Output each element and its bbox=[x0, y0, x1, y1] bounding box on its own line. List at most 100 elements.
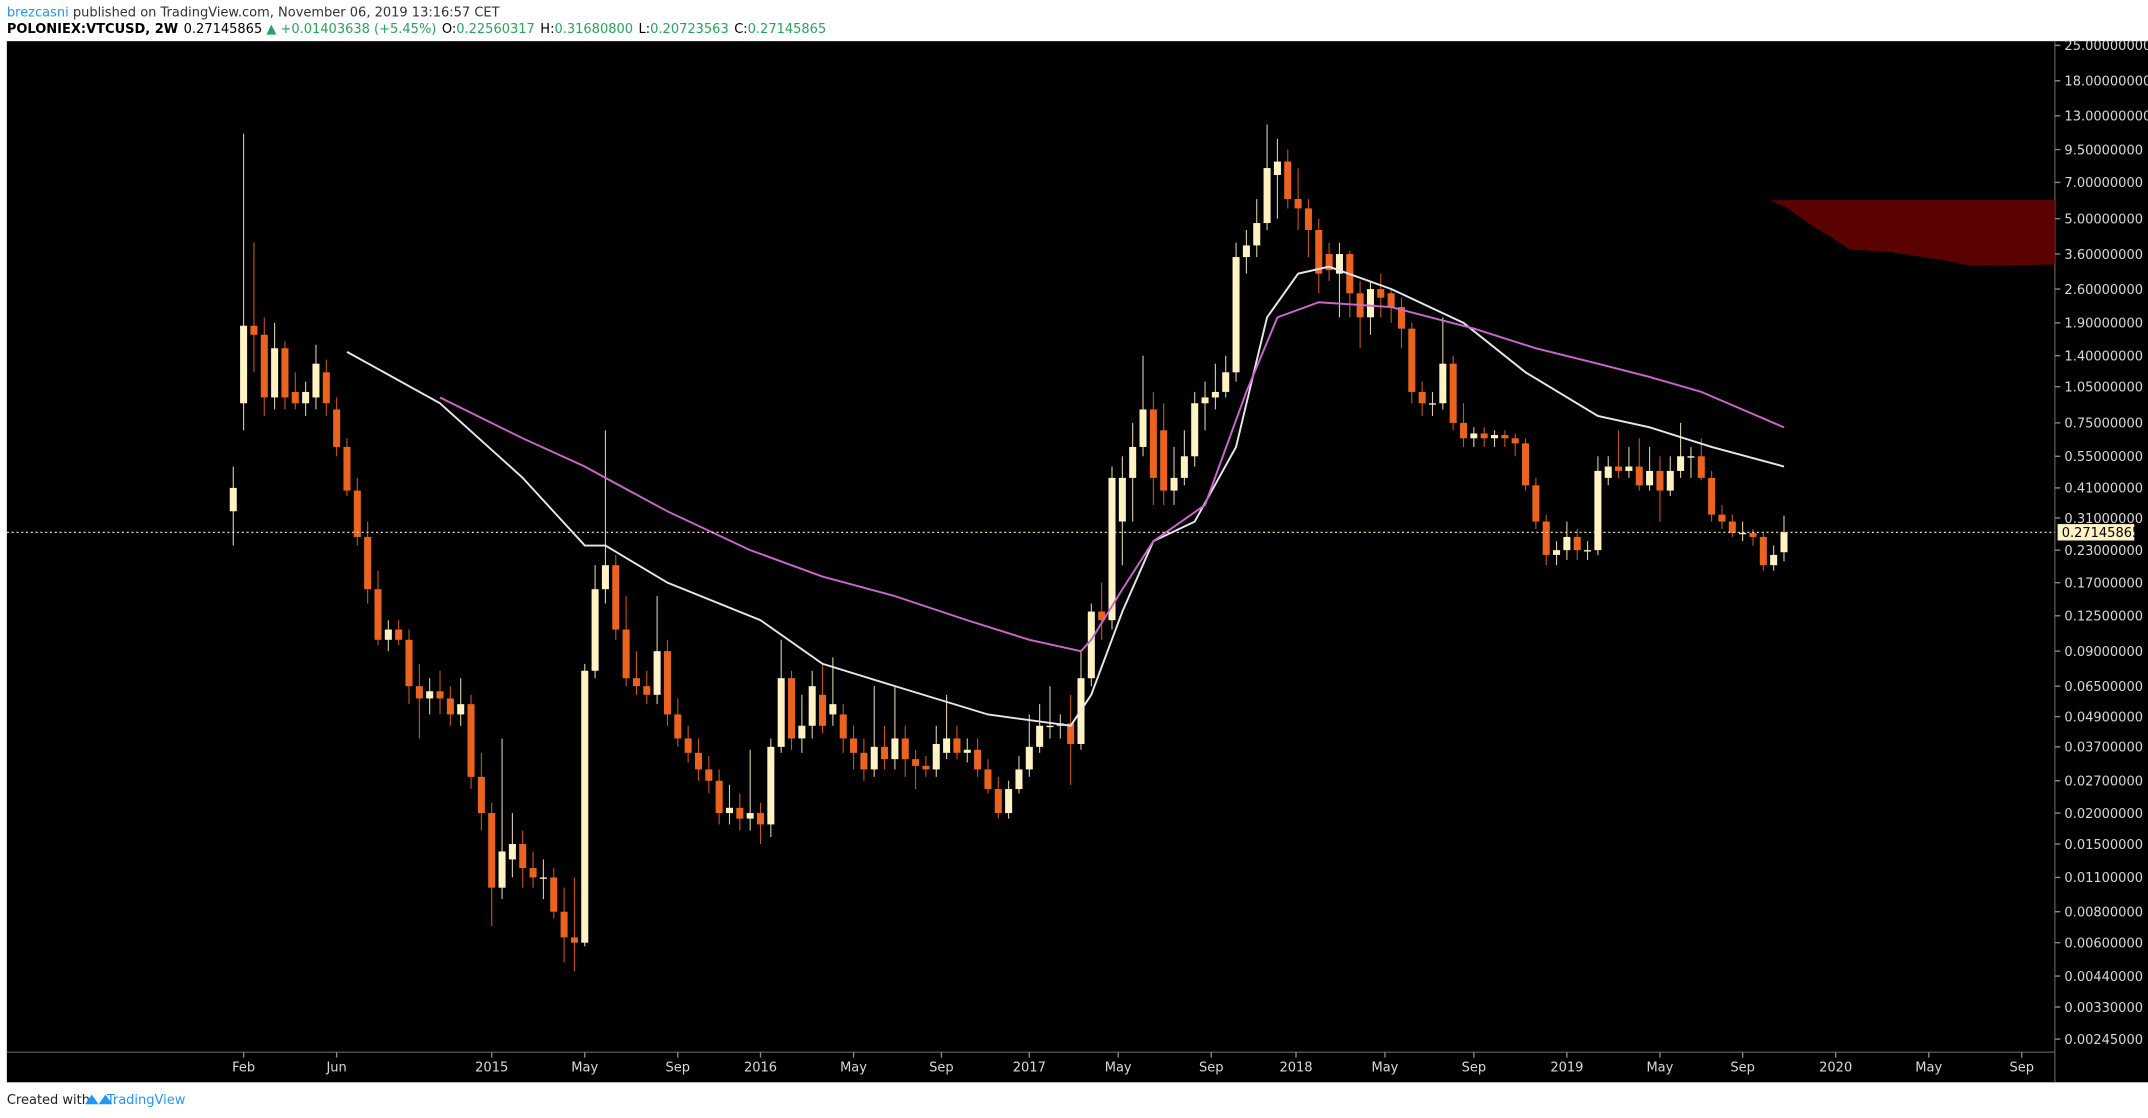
candle-body bbox=[1749, 532, 1757, 537]
candle-body bbox=[1449, 363, 1457, 423]
y-tick-label: 3.60000000 bbox=[2064, 248, 2143, 263]
x-tick-label: 2017 bbox=[1013, 1060, 1046, 1075]
candle-body bbox=[1759, 536, 1767, 566]
y-tick-label: 1.90000000 bbox=[2064, 317, 2143, 332]
candle-body bbox=[1501, 435, 1509, 439]
candle-body bbox=[374, 589, 382, 640]
candle-body bbox=[694, 752, 702, 770]
candle-body bbox=[1242, 245, 1250, 258]
ohlc-value: 0.27145865 bbox=[748, 22, 827, 37]
candle-body bbox=[436, 691, 444, 699]
candle-body bbox=[1315, 230, 1323, 274]
candle-body bbox=[570, 937, 578, 943]
candle-body bbox=[1697, 456, 1705, 478]
y-tick-label: 0.06500000 bbox=[2064, 680, 2143, 695]
candle-body bbox=[1542, 521, 1550, 555]
arrow: ▲ bbox=[266, 22, 276, 37]
x-tick-label: May bbox=[1105, 1060, 1132, 1075]
candle-body bbox=[508, 844, 516, 860]
candle-body bbox=[1397, 307, 1405, 329]
candle-body bbox=[746, 813, 754, 819]
candle-body bbox=[322, 372, 330, 404]
candle-body bbox=[1604, 466, 1612, 478]
candle-body bbox=[364, 536, 372, 590]
y-tick-label: 7.00000000 bbox=[2064, 176, 2143, 191]
candle-body bbox=[529, 868, 537, 878]
x-tick-label: Sep bbox=[666, 1060, 691, 1075]
candle-body bbox=[550, 877, 558, 912]
candle-body bbox=[901, 738, 909, 760]
candle-body bbox=[1470, 433, 1478, 439]
y-tick-label: 9.50000000 bbox=[2064, 143, 2143, 158]
candle-body bbox=[467, 704, 475, 777]
candle-body bbox=[1625, 466, 1633, 471]
candle-body bbox=[426, 691, 434, 699]
brand[interactable]: TradingView bbox=[106, 1093, 186, 1108]
ohlc-value: 0.20723563 bbox=[650, 22, 729, 37]
moving-average bbox=[346, 265, 1785, 727]
header-line-1: brezcasni published on TradingView.com, N… bbox=[7, 6, 500, 21]
candle-body bbox=[643, 686, 651, 695]
candle-body bbox=[1098, 611, 1106, 621]
x-tick-label: Sep bbox=[1462, 1060, 1487, 1075]
candle-body bbox=[1615, 466, 1623, 471]
logo[interactable] bbox=[84, 1094, 113, 1105]
candle-body bbox=[870, 746, 878, 770]
candle-body bbox=[312, 363, 320, 398]
y-tick-label: 0.00600000 bbox=[2064, 936, 2143, 951]
candle-body bbox=[1036, 725, 1044, 747]
candle-body bbox=[974, 749, 982, 770]
candle-body bbox=[663, 651, 671, 715]
candle-body bbox=[1739, 532, 1747, 535]
author[interactable]: brezcasni bbox=[7, 6, 69, 21]
x-tick-label: Sep bbox=[929, 1060, 954, 1075]
candle-body bbox=[1304, 208, 1312, 231]
y-tick-label: 0.12500000 bbox=[2064, 610, 2143, 625]
candle-body bbox=[1511, 438, 1519, 444]
candle-body bbox=[1718, 514, 1726, 522]
y-tick-label: 0.01100000 bbox=[2064, 871, 2143, 886]
candle-body bbox=[819, 694, 827, 726]
y-tick-label: 0.55000000 bbox=[2064, 450, 2143, 465]
candle-body bbox=[384, 629, 392, 640]
candle-body bbox=[560, 911, 568, 938]
ohlc-label: L: bbox=[639, 22, 651, 37]
y-tick-label: 13.00000000 bbox=[2064, 110, 2148, 125]
symbol: POLONIEX:VTCUSD, 2W bbox=[7, 22, 178, 37]
candle-body bbox=[250, 325, 258, 335]
candle-body bbox=[1005, 789, 1013, 814]
candle-body bbox=[291, 391, 299, 404]
x-tick-label: May bbox=[1915, 1060, 1942, 1075]
candle-body bbox=[1211, 391, 1219, 398]
y-tick-label: 0.00330000 bbox=[2064, 1001, 2143, 1016]
candle-body bbox=[1656, 470, 1664, 491]
candle-body bbox=[1087, 611, 1095, 679]
y-tick-label: 0.31000000 bbox=[2064, 512, 2143, 527]
y-tick-label: 0.00800000 bbox=[2064, 906, 2143, 921]
candle-body bbox=[984, 769, 992, 790]
candle-body bbox=[1025, 746, 1033, 770]
candle-body bbox=[725, 807, 734, 814]
candle-body bbox=[1067, 723, 1075, 744]
candle-body bbox=[353, 490, 361, 537]
y-tick-label: 0.01500000 bbox=[2064, 838, 2143, 853]
candle-body bbox=[1459, 422, 1468, 439]
candle-body bbox=[333, 409, 341, 447]
y-tick-label: 0.23000000 bbox=[2064, 544, 2143, 559]
candle-body bbox=[756, 813, 765, 825]
candle-body bbox=[1480, 433, 1488, 439]
candle-body bbox=[488, 813, 496, 888]
candle-body bbox=[281, 348, 289, 398]
candle-body bbox=[684, 738, 692, 753]
candle-body bbox=[1232, 257, 1240, 373]
candle-body bbox=[1687, 456, 1695, 458]
y-tick-label: 5.00000000 bbox=[2064, 212, 2143, 227]
candle-body bbox=[519, 844, 527, 869]
candle-body bbox=[1594, 470, 1602, 551]
candle-body bbox=[1780, 532, 1788, 553]
chart-bg bbox=[6, 41, 2148, 1083]
candle-body bbox=[1563, 536, 1571, 551]
change: +0.01403638 (+5.45%) bbox=[280, 22, 436, 37]
candle-body bbox=[943, 738, 951, 753]
